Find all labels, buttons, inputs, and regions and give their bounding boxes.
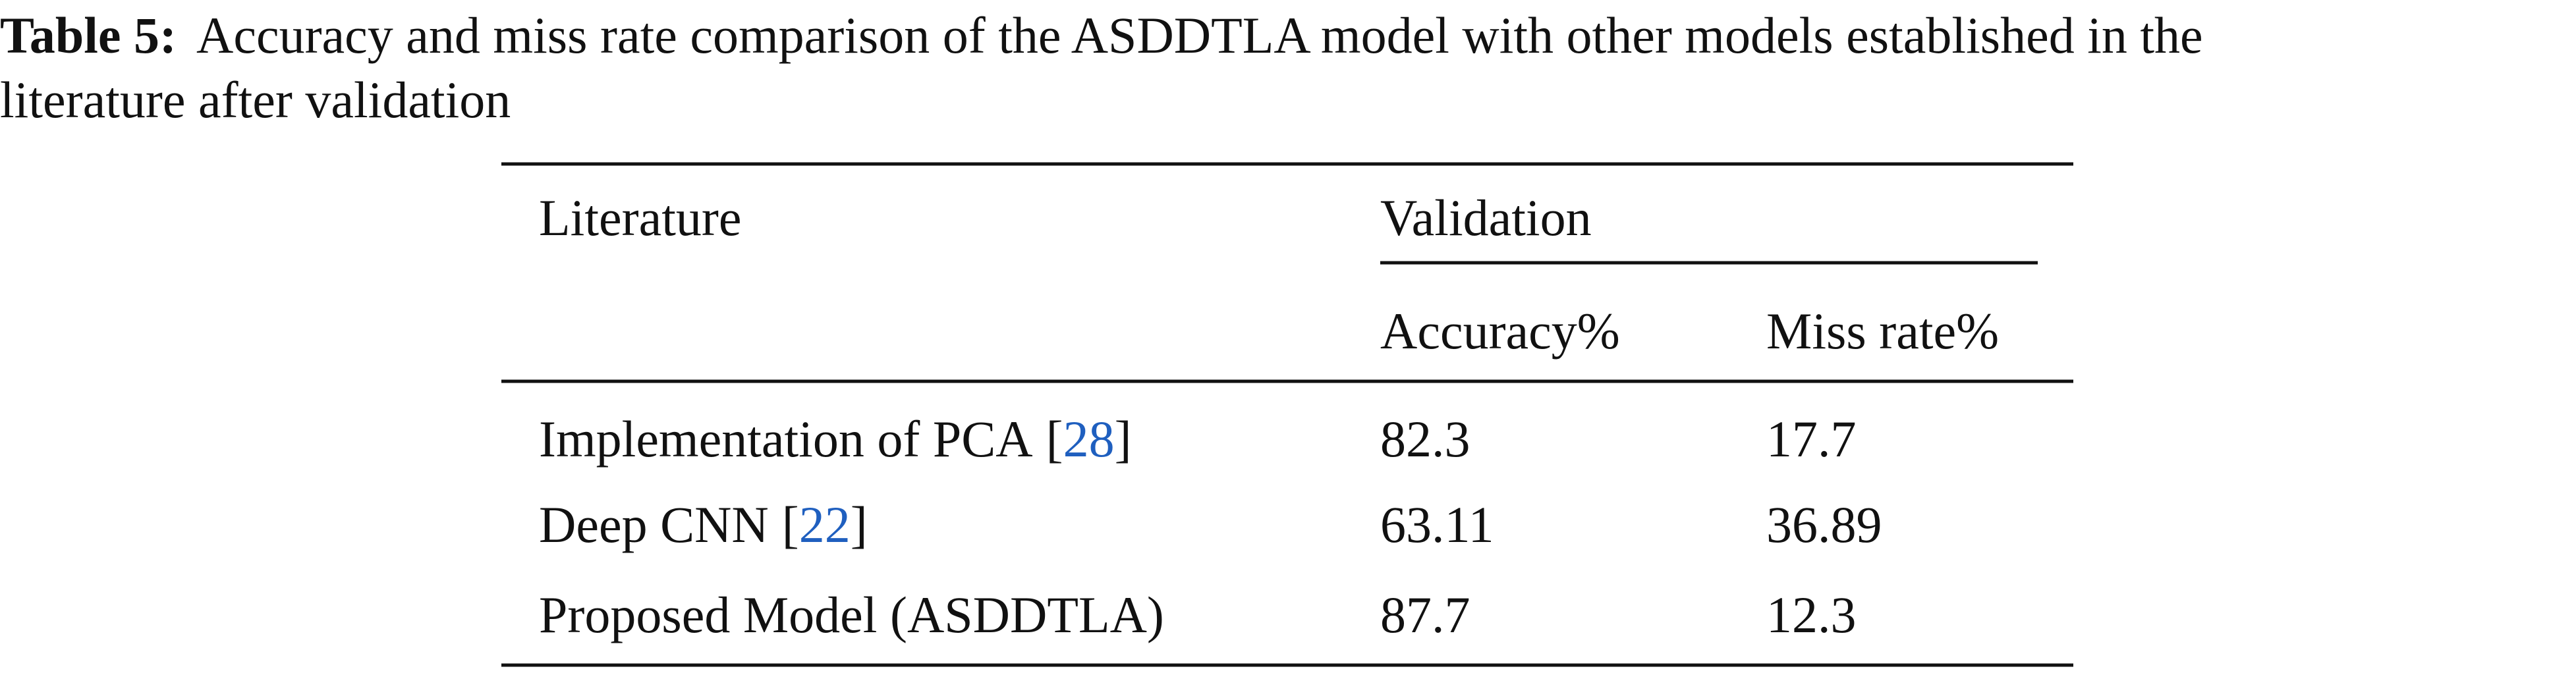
table-cell: 87.7 [1380,586,1470,643]
caption-label: Table 5: [0,7,177,64]
header-column: Miss rate% [1766,302,1999,360]
row-literature: Deep CNN [22] [539,496,868,553]
table-cell: 17.7 [1766,410,1857,468]
cite-close: ] [1115,410,1132,468]
citation-link[interactable]: 22 [799,496,851,553]
cite-open: [ [782,496,799,553]
row-literature: Proposed Model (ASDDTLA) [539,586,1164,643]
table-cell: 36.89 [1766,496,1882,553]
header-group: Validation [1380,189,1592,246]
table-cell: 12.3 [1766,586,1857,643]
table-cell: 63.11 [1380,496,1494,553]
caption-line-2: literature after validation [0,71,511,128]
cite-open: [ [1046,410,1063,468]
caption-text: Accuracy and miss rate comparison of the… [196,7,2203,64]
table-cell: 82.3 [1380,410,1470,468]
header-column: Accuracy% [1380,302,1620,360]
cite-close: ] [851,496,868,553]
literature-name: Proposed Model (ASDDTLA) [539,586,1164,643]
header-literature: Literature [539,189,741,246]
literature-name: Deep CNN [539,496,769,553]
literature-name: Implementation of PCA [539,410,1033,468]
citation-link[interactable]: 28 [1063,410,1115,468]
row-literature: Implementation of PCA [28] [539,410,1132,468]
caption-line-1: Table 5: Accuracy and miss rate compariso… [0,7,2203,64]
